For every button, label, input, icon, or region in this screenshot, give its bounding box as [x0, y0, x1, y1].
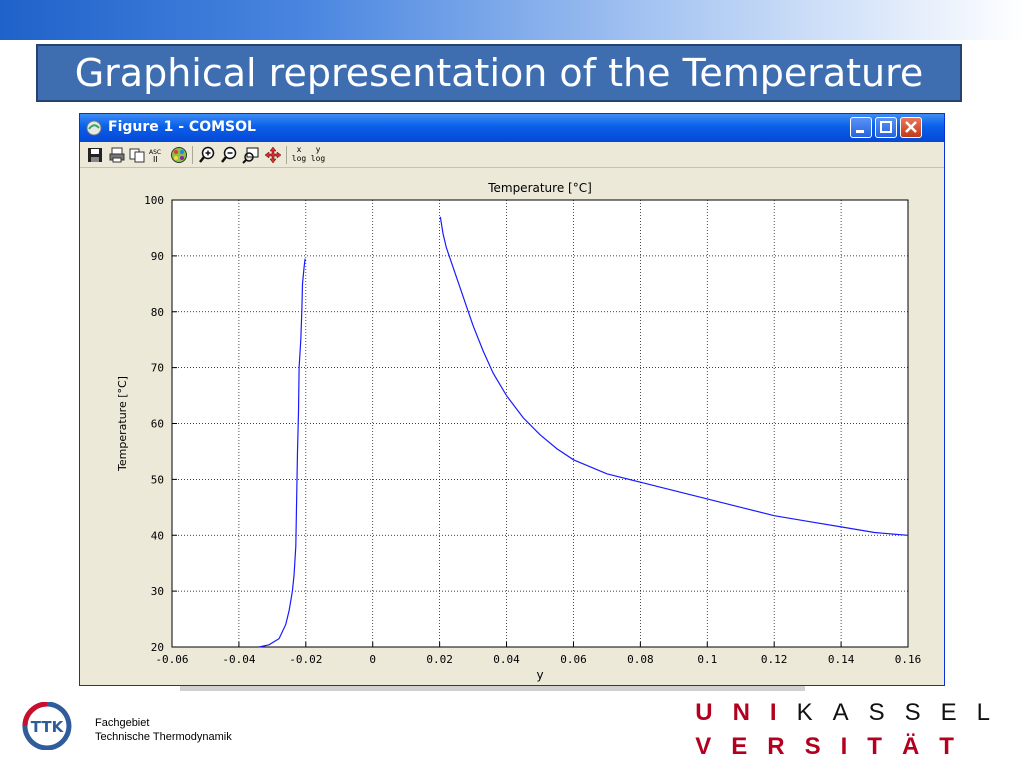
x-tick-label: 0.14 [828, 653, 855, 666]
log-label: log [310, 154, 326, 163]
y-tick-label: 90 [151, 250, 164, 263]
y-tick-label: 50 [151, 473, 164, 486]
copy-icon [129, 148, 145, 163]
x-tick-label: 0.12 [761, 653, 788, 666]
zoom-box-icon [242, 147, 259, 164]
print-button[interactable] [108, 146, 126, 164]
save-button[interactable] [86, 146, 104, 164]
uni-logo-line2: VERSITÄT [695, 733, 974, 760]
svg-text:ASC: ASC [149, 149, 161, 156]
toolbar-separator [286, 146, 287, 164]
print-icon [109, 147, 125, 163]
svg-text:TTK: TTK [31, 718, 65, 736]
top-gradient-bar [0, 0, 1024, 40]
close-icon [905, 121, 917, 133]
x-axis-label: y [536, 668, 543, 682]
zoom-in-button[interactable] [198, 146, 216, 164]
x-tick-label: 0.06 [560, 653, 587, 666]
x-tick-label: -0.04 [222, 653, 255, 666]
close-button[interactable] [900, 117, 922, 138]
x-log-button[interactable]: x log [291, 145, 307, 163]
minimize-icon [856, 130, 864, 133]
y-axis-label: Temperature [°C] [116, 376, 129, 472]
minimize-button[interactable] [850, 117, 872, 138]
x-log-label: x [296, 145, 302, 154]
x-tick-label: 0.08 [627, 653, 654, 666]
x-tick-label: -0.06 [155, 653, 188, 666]
uni-logo-red: UNI [695, 699, 797, 726]
department-label: Fachgebiet Technische Thermodynamik [95, 716, 232, 744]
y-tick-label: 20 [151, 641, 164, 654]
save-icon [88, 148, 102, 162]
zoom-box-button[interactable] [242, 146, 260, 164]
y-tick-label: 60 [151, 418, 164, 431]
pan-icon [264, 146, 282, 164]
color-palette-button[interactable] [170, 146, 188, 164]
y-tick-label: 30 [151, 585, 164, 598]
figure-toolbar: ASC II x log y log [80, 143, 944, 168]
chart-title: Temperature [°C] [487, 181, 592, 195]
comsol-app-icon [86, 120, 102, 136]
ttk-logo: TTK [22, 702, 72, 750]
department-line2: Technische Thermodynamik [95, 731, 232, 743]
toolbar-separator [192, 146, 193, 164]
x-tick-label: 0.16 [895, 653, 922, 666]
temperature-plot: -0.06 -0.04 -0.02 0 0.02 0.04 0.06 0.08 0.1 0.12 0… [116, 181, 922, 682]
text-button[interactable]: ASC II [148, 146, 166, 164]
department-line1: Fachgebiet [95, 717, 150, 729]
x-tick-label: 0 [369, 653, 376, 666]
color-palette-icon [171, 147, 187, 163]
temperature-series-line-2 [439, 216, 909, 536]
window-titlebar[interactable]: Figure 1 - COMSOL [80, 114, 944, 142]
x-tick-label: -0.02 [289, 653, 322, 666]
y-tick-label: 100 [144, 194, 164, 207]
y-log-label: y [315, 145, 321, 154]
log-label: log [291, 154, 307, 163]
pan-button[interactable] [264, 146, 282, 164]
slide-title: Graphical representation of the Temperat… [36, 44, 962, 102]
y-tick-label: 40 [151, 529, 164, 542]
plot-area [172, 200, 908, 647]
zoom-in-icon [199, 146, 215, 163]
x-tick-label: 0.04 [493, 653, 520, 666]
window-title: Figure 1 - COMSOL [108, 119, 256, 135]
temperature-series-line-1 [258, 258, 306, 648]
maximize-icon [880, 121, 892, 133]
zoom-out-button[interactable] [220, 146, 238, 164]
maximize-button[interactable] [875, 117, 897, 138]
svg-text:II: II [153, 155, 158, 164]
copy-button[interactable] [128, 146, 146, 164]
x-tick-label: 0.1 [697, 653, 717, 666]
y-log-button[interactable]: y log [310, 145, 326, 163]
y-tick-label: 70 [151, 362, 164, 375]
university-logo: UNIKASSEL VERSITÄT [695, 696, 1010, 764]
x-tick-label: 0.02 [426, 653, 453, 666]
zoom-out-icon [221, 146, 237, 163]
uni-logo-kassel: KASSEL [796, 699, 1010, 726]
slide-decor-stripe [180, 686, 805, 691]
y-tick-label: 80 [151, 306, 164, 319]
